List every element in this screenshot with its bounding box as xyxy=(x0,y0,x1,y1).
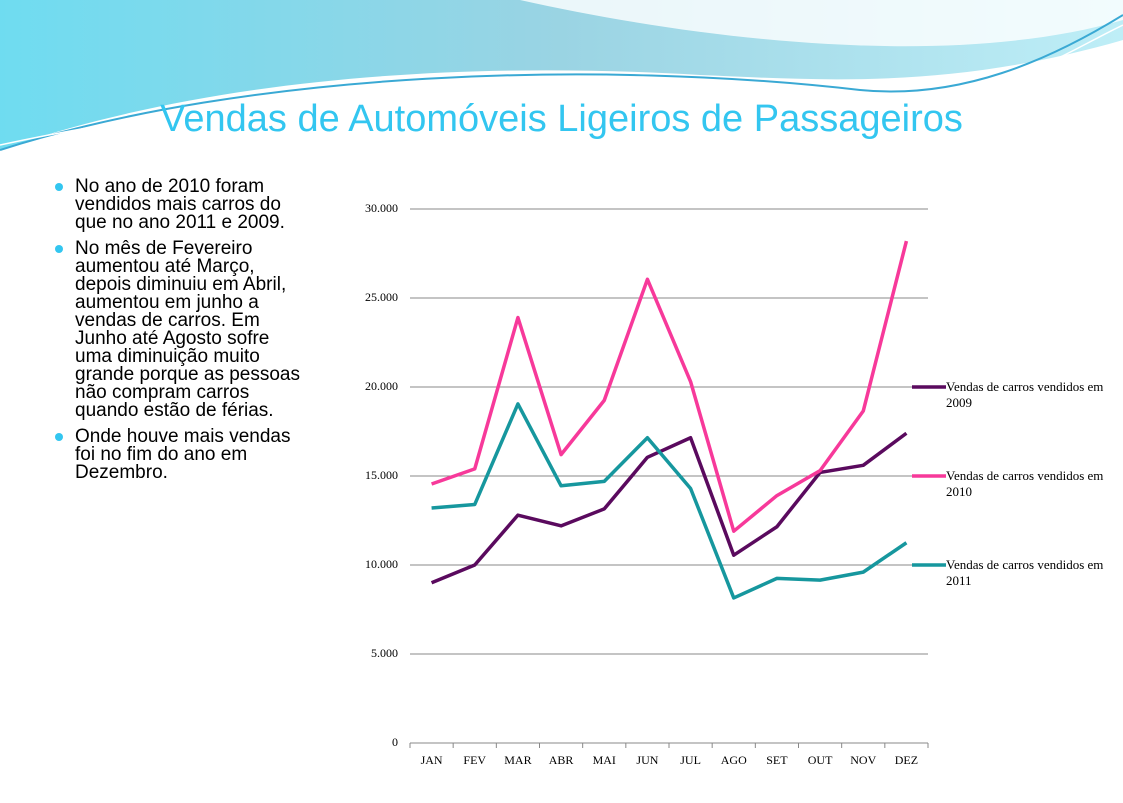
y-tick-label: 25.000 xyxy=(365,290,398,304)
bullet: No ano de 2010 foram vendidos mais carro… xyxy=(55,177,305,232)
legend-label: Vendas de carros vendidos em 2011 xyxy=(946,557,1104,588)
x-tick-label: SET xyxy=(766,753,788,767)
x-tick-label: DEZ xyxy=(895,753,918,767)
y-tick-label: 30.000 xyxy=(365,201,398,215)
series-line xyxy=(430,431,908,585)
x-tick-label: ABR xyxy=(549,753,574,767)
series-line xyxy=(431,240,909,533)
x-tick-label: JUN xyxy=(636,753,658,767)
bullet-list: No ano de 2010 foram vendidos mais carro… xyxy=(55,177,305,490)
x-tick-label: MAR xyxy=(504,753,531,767)
legend-label: Vendas de carros vendidos em 2009 xyxy=(946,379,1104,410)
y-tick-label: 0 xyxy=(392,735,398,749)
x-tick-label: JAN xyxy=(421,753,443,767)
x-tick-label: MAI xyxy=(593,753,616,767)
x-tick-label: JUL xyxy=(680,753,701,767)
y-tick-label: 15.000 xyxy=(365,468,398,482)
bullet: No mês de Fevereiro aumentou até Março, … xyxy=(55,239,305,420)
y-tick-label: 5.000 xyxy=(371,646,398,660)
x-tick-label: AGO xyxy=(721,753,747,767)
x-tick-label: FEV xyxy=(463,753,486,767)
bullet: Onde houve mais vendas foi no fim do ano… xyxy=(55,427,305,482)
slide-title: Vendas de Automóveis Ligeiros de Passage… xyxy=(160,98,963,140)
series-line xyxy=(431,402,908,600)
x-tick-label: NOV xyxy=(850,753,876,767)
y-tick-label: 10.000 xyxy=(365,557,398,571)
legend-label: Vendas de carros vendidos em 2010 xyxy=(946,468,1104,499)
y-tick-label: 20.000 xyxy=(365,379,398,393)
x-tick-label: OUT xyxy=(808,753,833,767)
